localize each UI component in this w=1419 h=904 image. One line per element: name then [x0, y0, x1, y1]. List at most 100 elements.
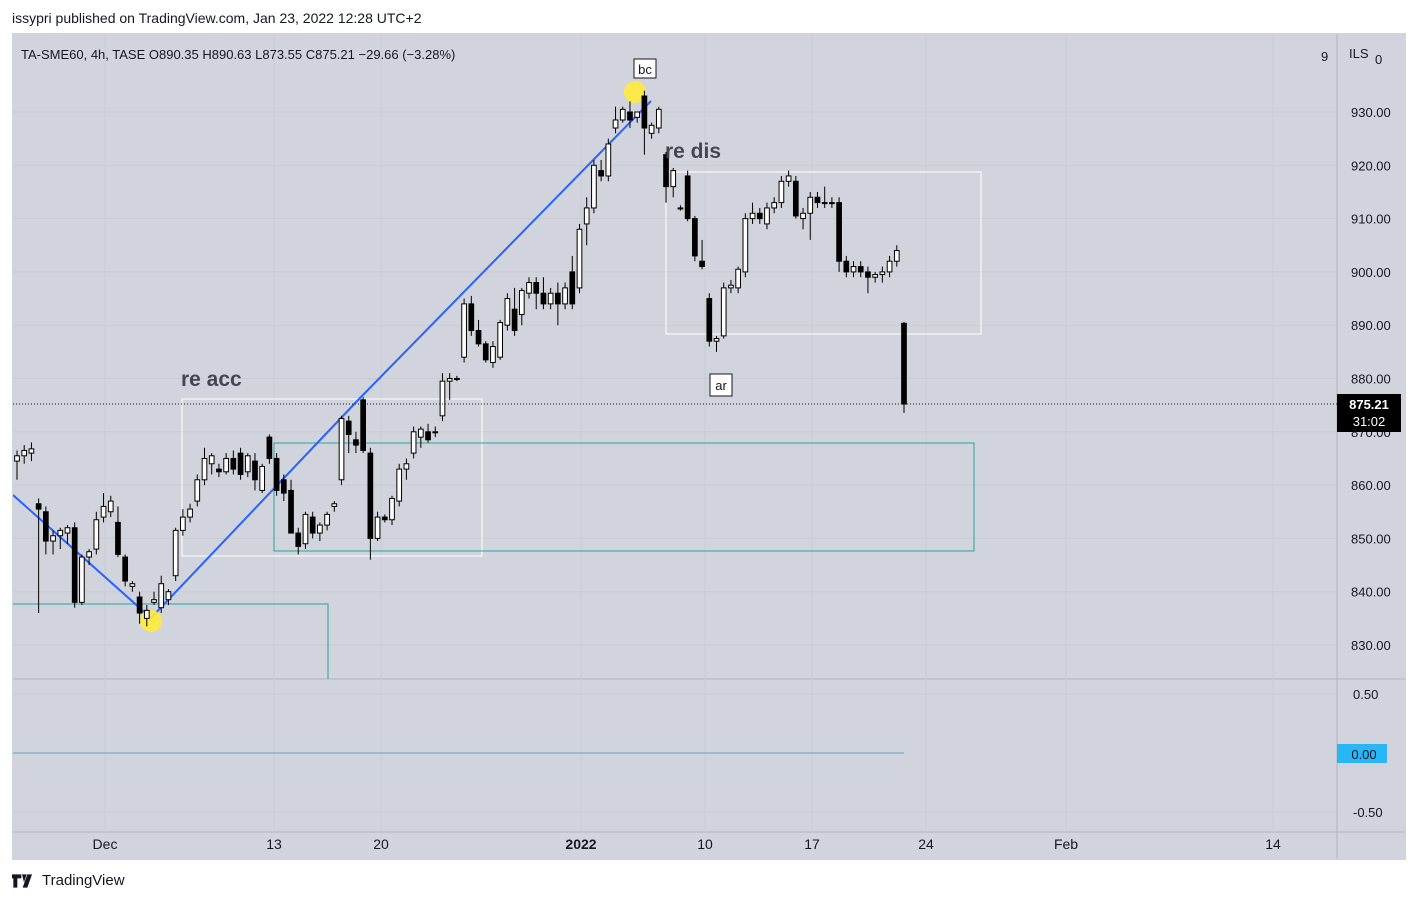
- chart-frame[interactable]: TA-SME60, 4h, TASE O890.35 H890.63 L873.…: [12, 33, 1406, 860]
- candle: [843, 255, 850, 278]
- annotation-ar: ar: [709, 373, 733, 397]
- candle: [115, 506, 121, 558]
- candle: [634, 111, 641, 123]
- candle-body-down: [43, 511, 49, 542]
- candle-body-up: [432, 431, 439, 434]
- candle: [93, 511, 100, 555]
- candle: [591, 159, 597, 214]
- candle-body-up: [324, 513, 330, 526]
- last-price-label-bg: [1337, 394, 1401, 432]
- candle: [605, 138, 612, 182]
- annotation-ar-label: ar: [715, 378, 727, 393]
- candle: [425, 423, 431, 443]
- price-tick-label: 880.00: [1351, 372, 1391, 387]
- symbol-info: TA-SME60, 4h, TASE O890.35 H890.63 L873.…: [21, 47, 455, 62]
- candle: [381, 514, 388, 523]
- price-axis-top-value: 9: [1321, 49, 1328, 64]
- candle-body-up: [57, 529, 64, 537]
- candle: [612, 106, 619, 134]
- price-tick-label: 830.00: [1351, 638, 1391, 653]
- tradingview-footer[interactable]: TradingView: [12, 872, 125, 889]
- candle-body-up: [461, 303, 467, 358]
- candle-body-down: [122, 556, 129, 582]
- candle-body-up: [165, 591, 172, 601]
- candle-body-up: [562, 287, 568, 305]
- candle: [107, 495, 114, 518]
- publisher-caption: issypri published on TradingView.com, Ja…: [12, 10, 422, 26]
- candle: [309, 511, 316, 539]
- time-axis[interactable]: Dec 13 20 2022 10 17 24 Feb 14: [93, 836, 1281, 852]
- price-axis-background: [1337, 34, 1405, 832]
- candle-body-down: [814, 196, 821, 204]
- candle-body-up: [439, 380, 446, 417]
- candle: [136, 591, 143, 624]
- candle-body-up: [100, 505, 107, 518]
- candle-body-up: [317, 524, 323, 534]
- candle-body-up: [490, 346, 496, 364]
- candle: [655, 106, 662, 134]
- candle-body-down: [511, 308, 518, 332]
- tradingview-logo-icon: [12, 873, 32, 888]
- candle: [237, 447, 244, 480]
- candlestick-chart[interactable]: TA-SME60, 4h, TASE O890.35 H890.63 L873.…: [13, 34, 1405, 859]
- candle-body-up: [850, 266, 857, 273]
- candle-body-down: [360, 399, 366, 451]
- candle: [129, 581, 136, 592]
- candle: [35, 498, 42, 614]
- candle: [201, 447, 208, 486]
- candle-body-up: [800, 212, 806, 220]
- time-tick-label: 17: [804, 836, 820, 852]
- annotation-re-acc-label: re acc: [181, 368, 242, 391]
- candle-body-up: [374, 516, 381, 539]
- candle: [800, 207, 806, 230]
- candle: [778, 175, 785, 208]
- price-tick-label: 840.00: [1351, 585, 1391, 600]
- candle-body-down: [35, 503, 42, 510]
- candle: [720, 282, 727, 339]
- candle: [879, 266, 886, 283]
- candle: [641, 90, 648, 155]
- candle: [432, 426, 439, 438]
- candle-body-down: [555, 292, 561, 305]
- candle-body-up: [504, 298, 511, 326]
- candle-body-up: [886, 260, 893, 273]
- candle: [172, 527, 179, 582]
- indicator-axis[interactable]: 0.50 -0.50: [1353, 687, 1383, 820]
- time-tick-label: 20: [373, 836, 389, 852]
- candle-body-down: [309, 516, 316, 534]
- candle-body-down: [699, 260, 705, 268]
- candle-body-up: [655, 108, 662, 129]
- candle: [208, 453, 215, 475]
- candle: [901, 321, 907, 413]
- time-tick-label: 24: [918, 836, 934, 852]
- candle-body-up: [547, 292, 554, 305]
- time-tick-label: 14: [1265, 836, 1281, 852]
- time-tick-label: 13: [266, 836, 282, 852]
- candle-body-down: [857, 266, 864, 273]
- candle-body-up: [829, 202, 835, 205]
- candle: [71, 522, 78, 608]
- candle: [526, 277, 532, 299]
- candle-body-up: [879, 271, 886, 276]
- candle: [699, 239, 705, 270]
- candle-body-down: [482, 343, 489, 361]
- candle: [857, 261, 864, 278]
- annotation-re-dis-label: re dis: [665, 140, 721, 163]
- price-tick-label: 900.00: [1351, 265, 1391, 280]
- candle: [555, 282, 561, 326]
- candle: [28, 442, 35, 462]
- candle-body-down: [115, 521, 121, 555]
- candle: [756, 207, 763, 224]
- candle-body-down: [706, 298, 713, 342]
- high-highlight-dot: [624, 81, 646, 103]
- candle: [540, 277, 547, 310]
- candle: [216, 463, 222, 478]
- candle: [886, 255, 893, 278]
- candle-body-up: [187, 508, 193, 518]
- candle: [677, 205, 684, 211]
- candle: [742, 213, 749, 278]
- candle: [338, 415, 345, 486]
- candle: [288, 479, 294, 534]
- candle-body-down: [468, 303, 475, 332]
- candle: [122, 554, 129, 587]
